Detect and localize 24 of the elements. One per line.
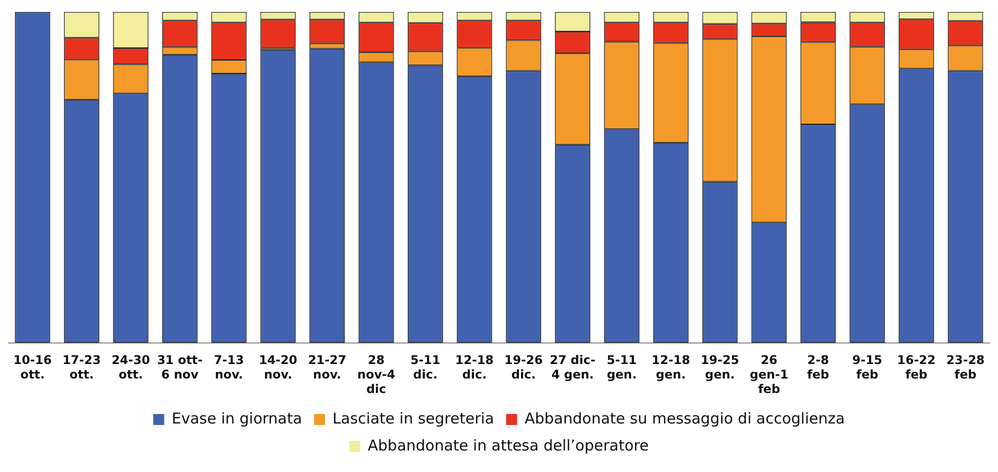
x-tick-label: 10-16 ott.	[13, 353, 52, 382]
legend-label: Evase in giornata	[172, 409, 302, 428]
x-tick-label: 24-30 ott.	[112, 353, 150, 382]
x-tick-label: 23-28 feb	[946, 353, 985, 382]
x-tick-label: 19-26 dic.	[504, 353, 543, 382]
x-tick-label: 9-15 feb	[852, 353, 882, 382]
x-tick-label: 26 gen-1 feb	[750, 353, 788, 396]
legend-label: Abbandonate in attesa dell’operatore	[368, 436, 649, 454]
x-tick-label: 12-18 gen.	[652, 353, 690, 382]
legend-label: Lasciate in segreteria	[332, 409, 494, 428]
x-tick-label: 21-27 nov.	[308, 353, 346, 382]
x-tick-label: 14-20 nov.	[258, 353, 298, 382]
x-tick-label: 12-18 dic.	[455, 353, 494, 382]
x-tick-label: 19-25 gen.	[700, 353, 740, 382]
x-tick-label: 7-13 nov.	[214, 353, 244, 382]
legend-label: Abbandonate su messaggio di accoglienza	[524, 409, 845, 428]
x-tick-label: 5-11 dic.	[410, 353, 440, 382]
x-tick-label: 28 nov-4 dic	[357, 353, 396, 396]
x-tick-label: 17-23 ott.	[62, 353, 101, 382]
x-tick-label: 5-11 gen.	[606, 353, 637, 382]
x-tick-label: 16-22 feb	[897, 353, 936, 382]
x-tick-label: 2-8 feb	[807, 353, 830, 382]
x-tick-label: 31 ott- 6 nov	[157, 353, 203, 382]
x-tick-label: 27 dic- 4 gen.	[550, 353, 596, 382]
